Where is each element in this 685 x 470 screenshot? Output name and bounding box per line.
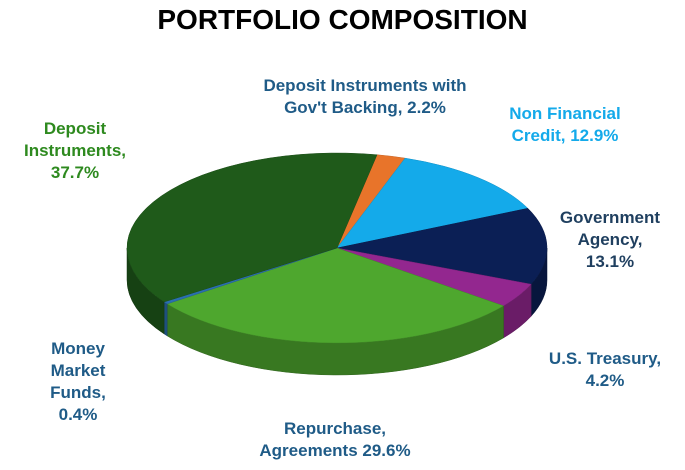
category-label: Government Agency, xyxy=(559,208,661,249)
category-label: U.S. Treasury, xyxy=(548,349,662,368)
value-label: 37.7% xyxy=(50,163,100,182)
data-label: Deposit Instruments with Gov't Backing, … xyxy=(245,75,485,119)
category-label: Repurchase, Agreements xyxy=(259,419,387,460)
data-label: Money Market Funds, 0.4% xyxy=(31,338,126,426)
value-label: 4.2% xyxy=(585,371,625,390)
category-label: Deposit Instruments, xyxy=(23,119,127,160)
data-label: Non Financial Credit, 12.9% xyxy=(490,103,640,147)
category-label: Non Financial Credit, xyxy=(509,104,621,145)
slice-side xyxy=(163,301,168,337)
value-label: 13.1% xyxy=(585,252,635,271)
value-label: 29.6% xyxy=(362,441,411,460)
slice xyxy=(336,208,548,285)
value-label: 12.9% xyxy=(570,126,619,145)
category-label: Money Market Funds, xyxy=(50,339,106,402)
slice xyxy=(126,152,378,303)
slice xyxy=(166,247,505,344)
category-label: Deposit Instruments with Gov't Backing, xyxy=(263,76,467,117)
chart-title: PORTFOLIO COMPOSITION xyxy=(157,4,528,35)
value-label: 2.2% xyxy=(407,98,446,117)
data-label: Government Agency, 13.1% xyxy=(555,207,665,273)
data-label: Repurchase, Agreements 29.6% xyxy=(248,418,423,462)
slice xyxy=(336,157,529,249)
data-label: U.S. Treasury, 4.2% xyxy=(535,348,675,392)
data-label: Deposit Instruments, 37.7% xyxy=(20,118,130,184)
value-label: 0.4% xyxy=(58,405,98,424)
